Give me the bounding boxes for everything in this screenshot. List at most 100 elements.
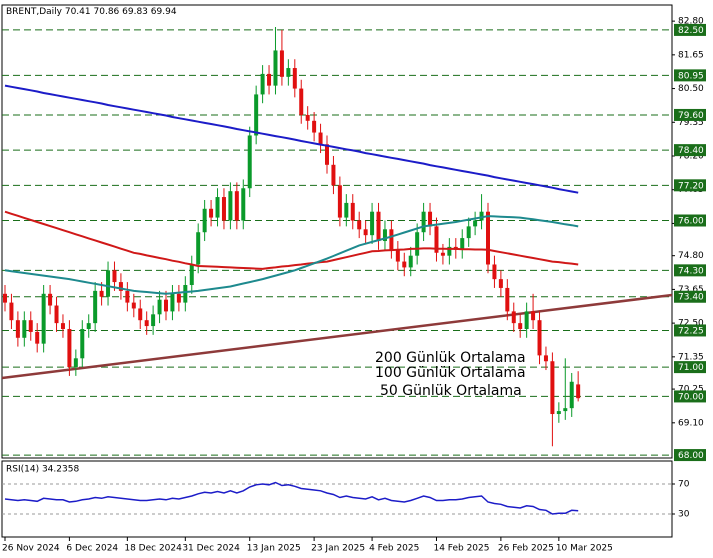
level-label: 77.20 xyxy=(678,181,704,191)
candle-body xyxy=(279,50,284,77)
level-box xyxy=(674,214,706,227)
candle-body xyxy=(138,308,143,321)
level-box xyxy=(674,23,706,36)
candle-body xyxy=(440,252,445,256)
candle-body xyxy=(209,208,214,218)
level-label: 71.00 xyxy=(678,363,704,373)
candle-body xyxy=(511,311,516,324)
candle-body xyxy=(28,320,33,332)
candle-body xyxy=(157,299,162,315)
candle-body xyxy=(254,94,259,136)
candle-body xyxy=(183,285,188,303)
candle-body xyxy=(221,197,226,221)
x-tick-label: 26 Feb 2025 xyxy=(498,544,554,554)
candle-body xyxy=(434,226,439,253)
candle-body xyxy=(408,255,413,268)
candle-body xyxy=(106,270,111,297)
candle-body xyxy=(241,188,246,221)
candle-body xyxy=(318,132,323,145)
candle-body xyxy=(473,220,478,227)
y-tick-label: 71.35 xyxy=(678,352,704,362)
level-box xyxy=(674,69,706,82)
candle-body xyxy=(131,302,136,309)
y-tick-label: 30 xyxy=(678,510,690,520)
candle-body xyxy=(215,197,220,218)
candle-body xyxy=(170,293,175,312)
level-label: 76.00 xyxy=(678,217,704,227)
candle-body xyxy=(112,270,117,283)
candle-body xyxy=(73,358,78,368)
candle-body xyxy=(41,293,46,344)
candle-body xyxy=(325,144,329,165)
candle-body xyxy=(299,88,304,115)
rsi-line xyxy=(4,481,579,515)
x-tick-label: 13 Jan 2025 xyxy=(247,544,301,554)
candle-body xyxy=(48,293,53,306)
candle-body xyxy=(569,381,574,409)
candle-body xyxy=(286,68,291,77)
level-box xyxy=(674,390,706,403)
candle-body xyxy=(234,191,239,221)
candle-body xyxy=(22,320,27,338)
candle-body xyxy=(389,229,394,250)
candle-body xyxy=(479,211,484,221)
candle-body xyxy=(196,232,201,265)
x-tick-label: 26 Nov 2024 xyxy=(2,544,60,554)
x-tick-label: 18 Dec 2024 xyxy=(124,544,182,554)
candle-body xyxy=(402,261,407,268)
candle-body xyxy=(421,211,426,233)
candle-body xyxy=(60,323,65,329)
candle-body xyxy=(370,211,375,236)
x-tick-label: 4 Feb 2025 xyxy=(369,544,419,554)
candle-body xyxy=(556,411,561,415)
level-box xyxy=(674,179,706,192)
candle-body xyxy=(524,311,529,329)
close: 69.94 xyxy=(151,7,177,17)
candle-body xyxy=(576,384,581,399)
level-box xyxy=(674,290,706,303)
candle-body xyxy=(267,73,272,86)
legend-entry: 100 Günlük Ortalama xyxy=(375,365,526,381)
candle-body xyxy=(118,282,123,291)
header: BRENT,Daily 70.41 70.86 69.83 69.94 xyxy=(6,7,177,17)
candle-body xyxy=(363,229,368,236)
candle-body xyxy=(3,293,7,303)
rsi-panel xyxy=(1,460,673,538)
candle-body xyxy=(460,238,465,250)
level-label: 74.30 xyxy=(678,266,704,276)
candle-body xyxy=(86,323,91,329)
legend-entry: 200 Günlük Ortalama xyxy=(375,350,526,366)
candle-body xyxy=(518,323,523,329)
level-label: 79.60 xyxy=(678,111,704,121)
candle-body xyxy=(305,114,310,121)
candle-body xyxy=(292,68,297,89)
candle-body xyxy=(382,229,387,242)
candle-body xyxy=(176,293,181,303)
candle-body xyxy=(344,202,349,218)
price-panel xyxy=(1,4,673,459)
candle-body xyxy=(54,305,59,324)
candle-body xyxy=(492,264,497,280)
candle-body xyxy=(228,191,233,221)
candle-body xyxy=(9,302,14,321)
level-label: 72.25 xyxy=(678,326,704,336)
x-tick-label: 14 Feb 2025 xyxy=(433,544,489,554)
candle-body xyxy=(357,220,362,230)
candle-body xyxy=(337,185,342,218)
candle-body xyxy=(312,120,317,133)
open: 70.41 xyxy=(65,7,91,17)
candle-body xyxy=(498,279,503,288)
candle-body xyxy=(151,314,156,327)
y-tick-label: 69.10 xyxy=(678,418,704,428)
candle-body xyxy=(563,408,568,412)
level-label: 78.40 xyxy=(678,146,704,156)
candle-body xyxy=(80,328,85,359)
level-box xyxy=(674,264,706,277)
y-tick-label: 73.65 xyxy=(678,285,704,295)
x-tick-label: 31 Dec 2024 xyxy=(182,544,240,554)
candle-body xyxy=(125,290,130,303)
y-tick-label: 74.80 xyxy=(678,251,704,261)
ma-line xyxy=(4,215,579,295)
candle-body xyxy=(550,361,555,415)
ma-line xyxy=(4,84,579,194)
